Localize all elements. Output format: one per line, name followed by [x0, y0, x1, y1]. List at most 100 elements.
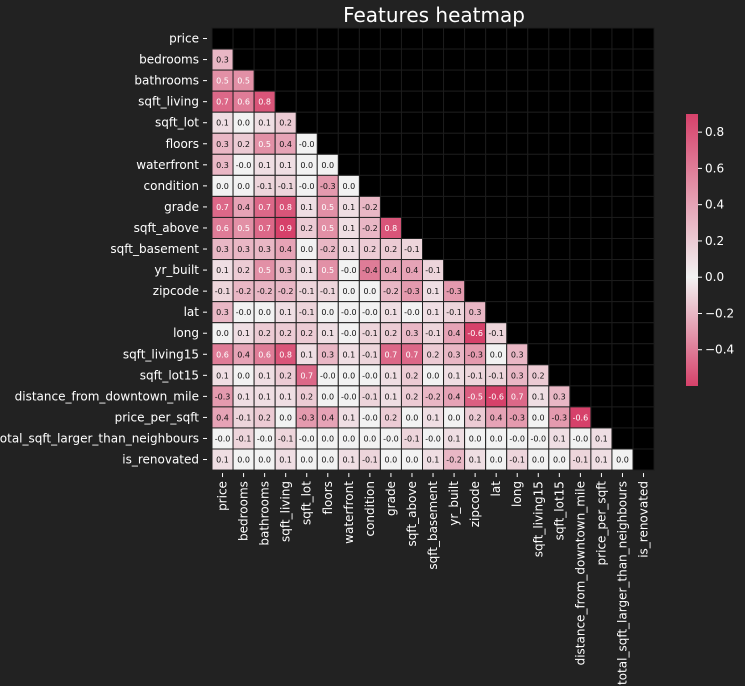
masked-cell	[506, 48, 529, 71]
cell-value-label: 0.1	[342, 456, 355, 465]
masked-cell	[485, 259, 508, 282]
cell-value-label: -0.3	[446, 287, 462, 296]
x-tick-label: price_per_sqft	[594, 481, 608, 566]
cell-value-label: 0.0	[237, 182, 250, 191]
masked-cell	[295, 90, 318, 113]
masked-cell	[379, 48, 402, 71]
heatmap-cells: 0.3 0.5 0.5 0.7 0.6 0.8 0.1 0.0 0.1 0.2 0.3 0.2 0.5 0…	[211, 27, 655, 471]
colorbar-tick-label: 0.6	[705, 161, 724, 175]
cell-value-label: 0.0	[616, 456, 629, 465]
cell-value-label: 0.1	[258, 371, 271, 380]
masked-cell	[569, 90, 592, 113]
masked-cell	[611, 153, 634, 176]
cell-value-label: 0.0	[237, 119, 250, 128]
masked-cell	[611, 343, 634, 366]
cell-value-label: 0.2	[258, 413, 271, 422]
cell-value-label: -0.0	[236, 308, 252, 317]
masked-cell	[611, 385, 634, 408]
cell-value-label: -0.0	[362, 413, 378, 422]
masked-cell	[443, 27, 466, 50]
cell-value-label: -0.1	[362, 350, 378, 359]
masked-cell	[590, 385, 613, 408]
masked-cell	[632, 406, 655, 429]
cell-value-label: 0.4	[448, 392, 461, 401]
masked-cell	[548, 132, 571, 155]
y-tick-label: floors	[166, 137, 199, 151]
masked-cell	[527, 27, 550, 50]
cell-value-label: 0.3	[553, 392, 566, 401]
y-tick-label: condition	[144, 179, 199, 193]
masked-cell	[211, 27, 234, 50]
cell-value-label: 0.1	[385, 392, 398, 401]
masked-cell	[611, 259, 634, 282]
cell-value-label: 0.8	[279, 203, 292, 212]
cell-value-label: 0.6	[216, 350, 229, 359]
masked-cell	[485, 238, 508, 261]
cell-value-label: 0.5	[321, 224, 334, 233]
masked-cell	[632, 174, 655, 197]
colorbar-tick-label: 0.0	[705, 270, 724, 284]
x-tick-label: price	[216, 481, 230, 511]
cell-value-label: 0.2	[469, 413, 482, 422]
masked-cell	[590, 301, 613, 324]
cell-value-label: -0.3	[299, 413, 315, 422]
masked-cell	[527, 322, 550, 345]
masked-cell	[590, 174, 613, 197]
masked-cell	[337, 48, 360, 71]
cell-value-label: 0.2	[385, 413, 398, 422]
cell-value-label: -0.2	[425, 392, 441, 401]
cell-value-label: 0.1	[237, 392, 250, 401]
cell-value-label: 0.1	[342, 413, 355, 422]
cell-value-label: -0.1	[362, 329, 378, 338]
cell-value-label: 0.2	[300, 329, 313, 338]
cell-value-label: 0.2	[237, 266, 250, 275]
masked-cell	[358, 153, 381, 176]
cell-value-label: 0.0	[342, 182, 355, 191]
cell-value-label: -0.6	[467, 329, 483, 338]
cell-value-label: 0.0	[427, 371, 440, 380]
cell-value-label: -0.2	[383, 287, 399, 296]
cell-value-label: 0.0	[532, 413, 545, 422]
masked-cell	[611, 280, 634, 303]
cell-value-label: 0.2	[279, 329, 292, 338]
masked-cell	[295, 27, 318, 50]
masked-cell	[464, 153, 487, 176]
masked-cell	[400, 195, 424, 218]
masked-cell	[379, 195, 402, 218]
masked-cell	[611, 132, 634, 155]
cell-value-label: -0.0	[341, 329, 357, 338]
cell-value-label: 0.4	[216, 413, 229, 422]
masked-cell	[590, 48, 613, 71]
masked-cell	[590, 280, 613, 303]
cell-value-label: -0.0	[299, 182, 315, 191]
masked-cell	[569, 132, 592, 155]
cell-value-label: 0.1	[279, 456, 292, 465]
masked-cell	[400, 174, 424, 197]
cell-value-label: -0.1	[425, 266, 441, 275]
cell-value-label: 0.1	[279, 161, 292, 170]
masked-cell	[590, 343, 613, 366]
x-tick-label: long	[510, 481, 524, 507]
masked-cell	[527, 238, 550, 261]
masked-cell	[422, 216, 445, 239]
y-tick-label: long	[173, 326, 199, 340]
masked-cell	[485, 90, 508, 113]
cell-value-label: 0.1	[216, 371, 229, 380]
masked-cell	[400, 216, 424, 239]
masked-cell	[632, 69, 655, 92]
masked-cell	[548, 364, 571, 387]
masked-cell	[506, 132, 529, 155]
cell-value-label: 0.3	[406, 329, 419, 338]
cell-value-label: 0.0	[406, 413, 419, 422]
cell-value-label: -0.1	[425, 329, 441, 338]
x-tick-label: lat	[489, 481, 503, 497]
masked-cell	[295, 48, 318, 71]
masked-cell	[569, 280, 592, 303]
cell-value-label: 0.0	[321, 392, 334, 401]
cell-value-label: 0.0	[300, 245, 313, 254]
cell-value-label: 0.5	[258, 140, 271, 149]
masked-cell	[485, 216, 508, 239]
masked-cell	[379, 174, 402, 197]
cell-value-label: 0.0	[490, 350, 503, 359]
masked-cell	[358, 69, 381, 92]
